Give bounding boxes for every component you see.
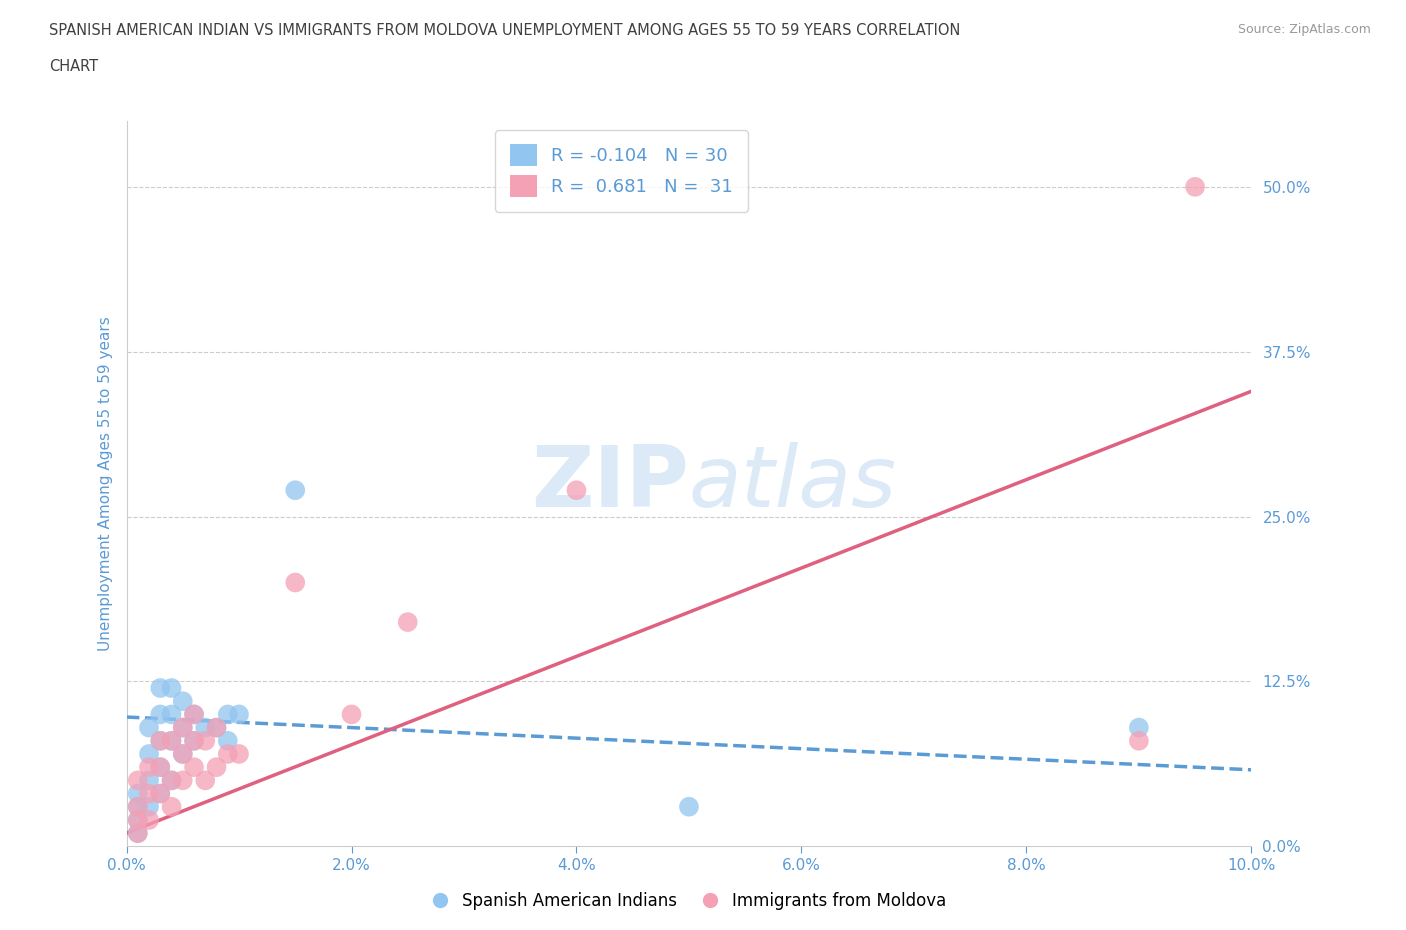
Point bbox=[194, 734, 217, 749]
Text: Source: ZipAtlas.com: Source: ZipAtlas.com bbox=[1237, 23, 1371, 36]
Point bbox=[678, 799, 700, 814]
Point bbox=[228, 747, 250, 762]
Point bbox=[172, 720, 194, 735]
Point bbox=[172, 773, 194, 788]
Point bbox=[217, 734, 239, 749]
Point bbox=[149, 786, 172, 801]
Point bbox=[138, 799, 160, 814]
Point bbox=[340, 707, 363, 722]
Point bbox=[205, 720, 228, 735]
Point bbox=[138, 760, 160, 775]
Text: atlas: atlas bbox=[689, 442, 897, 525]
Point bbox=[284, 483, 307, 498]
Legend: Spanish American Indians, Immigrants from Moldova: Spanish American Indians, Immigrants fro… bbox=[425, 885, 953, 917]
Point bbox=[160, 734, 183, 749]
Point bbox=[396, 615, 419, 630]
Point bbox=[138, 773, 160, 788]
Point bbox=[160, 707, 183, 722]
Point bbox=[149, 760, 172, 775]
Point bbox=[1128, 734, 1150, 749]
Point bbox=[138, 813, 160, 828]
Point bbox=[127, 773, 149, 788]
Point bbox=[217, 707, 239, 722]
Point bbox=[127, 813, 149, 828]
Point bbox=[160, 734, 183, 749]
Point bbox=[183, 760, 205, 775]
Point bbox=[138, 786, 160, 801]
Text: SPANISH AMERICAN INDIAN VS IMMIGRANTS FROM MOLDOVA UNEMPLOYMENT AMONG AGES 55 TO: SPANISH AMERICAN INDIAN VS IMMIGRANTS FR… bbox=[49, 23, 960, 38]
Point bbox=[127, 786, 149, 801]
Point bbox=[127, 799, 149, 814]
Point bbox=[183, 707, 205, 722]
Point bbox=[183, 734, 205, 749]
Point bbox=[194, 720, 217, 735]
Point bbox=[149, 734, 172, 749]
Text: CHART: CHART bbox=[49, 59, 98, 73]
Text: ZIP: ZIP bbox=[531, 442, 689, 525]
Point bbox=[138, 720, 160, 735]
Point bbox=[284, 575, 307, 590]
Point bbox=[160, 773, 183, 788]
Point bbox=[1184, 179, 1206, 194]
Point bbox=[160, 773, 183, 788]
Point bbox=[565, 483, 588, 498]
Point bbox=[194, 773, 217, 788]
Point bbox=[149, 734, 172, 749]
Point bbox=[205, 760, 228, 775]
Point bbox=[127, 826, 149, 841]
Point bbox=[205, 720, 228, 735]
Point bbox=[160, 799, 183, 814]
Point bbox=[149, 760, 172, 775]
Y-axis label: Unemployment Among Ages 55 to 59 years: Unemployment Among Ages 55 to 59 years bbox=[97, 316, 112, 651]
Point bbox=[217, 747, 239, 762]
Point bbox=[1128, 720, 1150, 735]
Point bbox=[183, 734, 205, 749]
Point bbox=[127, 813, 149, 828]
Point bbox=[127, 826, 149, 841]
Point bbox=[149, 707, 172, 722]
Point bbox=[138, 747, 160, 762]
Point bbox=[172, 747, 194, 762]
Point bbox=[172, 720, 194, 735]
Point bbox=[149, 786, 172, 801]
Point bbox=[228, 707, 250, 722]
Point bbox=[172, 747, 194, 762]
Point bbox=[149, 681, 172, 696]
Point bbox=[127, 799, 149, 814]
Point bbox=[183, 707, 205, 722]
Legend: R = -0.104   N = 30, R =  0.681   N =  31: R = -0.104 N = 30, R = 0.681 N = 31 bbox=[495, 130, 748, 212]
Point bbox=[160, 681, 183, 696]
Point bbox=[172, 694, 194, 709]
